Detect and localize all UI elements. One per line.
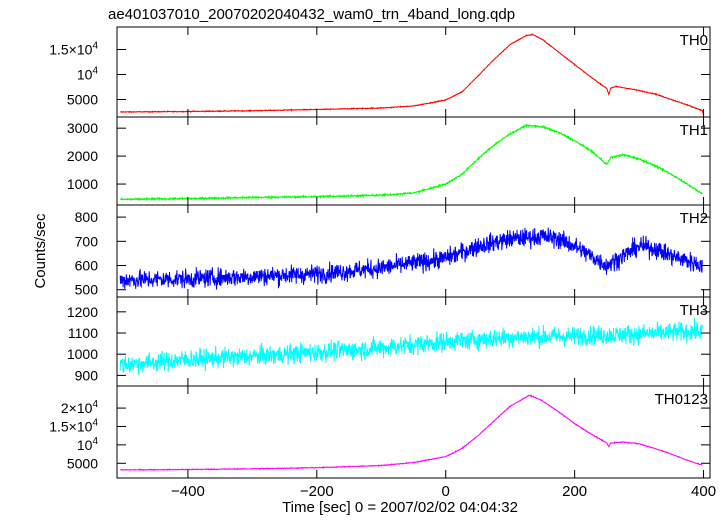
panel-label-th1: TH1: [680, 122, 708, 139]
series-line-th1: [120, 123, 703, 202]
y-tick-label: 1000: [67, 176, 98, 192]
y-tick-label: 700: [75, 233, 99, 249]
panel-label-th2: TH2: [680, 210, 708, 227]
series-line-th2: [119, 227, 703, 290]
y-tick-label: 1.5×104: [49, 417, 98, 434]
x-axis-label: Time [sec] 0 = 2007/02/02 04:04:32: [282, 499, 518, 516]
panel-frame-th1: [116, 116, 711, 206]
y-tick-label: 5000: [67, 92, 98, 108]
panel-th3: 900 1000 1100 1200 TH3: [67, 296, 711, 387]
chart-title: ae401037010_20070202040432_wam0_trn_4ban…: [108, 6, 515, 23]
series-line-th3: [119, 317, 703, 376]
y-tick-label: 500: [75, 282, 99, 298]
y-tick-label: 1.5×104: [49, 41, 98, 58]
y-tick-label: 3000: [67, 120, 98, 136]
y-tick-label: 1000: [67, 346, 98, 362]
x-tick-label: −200: [300, 483, 334, 500]
y-tick-label: 104: [77, 66, 99, 83]
panel-th2: 500 600 700 800 TH2: [75, 204, 711, 298]
y-tick-label: 900: [75, 367, 99, 383]
panel-label-th0123: TH0123: [655, 391, 708, 408]
y-tick-label: 600: [75, 258, 99, 274]
panel-th1: 1000 2000 3000 TH1: [67, 116, 711, 206]
x-tick-label: 400: [691, 483, 716, 500]
x-tick-label: −400: [171, 483, 205, 500]
x-tick-label: 200: [562, 483, 587, 500]
panel-frame-th3: [116, 296, 711, 387]
y-tick-label: 2000: [67, 148, 98, 164]
y-tick-label: 2×104: [61, 399, 99, 416]
panel-frame-th0: [116, 26, 711, 118]
y-tick-label: 1100: [68, 325, 98, 341]
series-line-th0: [120, 33, 705, 116]
panel-label-th3: TH3: [680, 302, 708, 319]
panel-label-th0: TH0: [680, 32, 708, 49]
y-tick-label: 1200: [67, 304, 98, 320]
y-tick-label: 800: [75, 209, 99, 225]
y-tick-label: 5000: [67, 455, 98, 471]
y-axis-label: Counts/sec: [32, 213, 49, 289]
panel-frame-th0123: [116, 385, 711, 479]
panel-th0: 5000 104 1.5×104 TH0: [49, 26, 711, 118]
series-line-th0123: [120, 394, 703, 472]
x-tick-label: 0: [442, 483, 450, 500]
y-tick-label: 104: [77, 436, 99, 453]
